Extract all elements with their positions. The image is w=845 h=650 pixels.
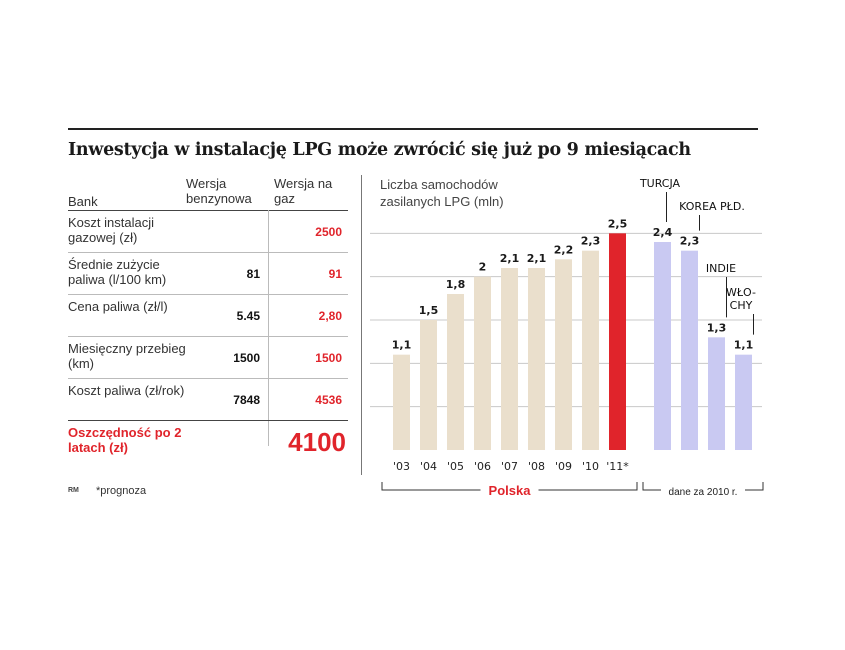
x-tick-label: '08 xyxy=(528,460,545,473)
top-rule xyxy=(68,128,758,130)
row-label: Miesięczny przebieg (km) xyxy=(68,341,186,371)
bracket-gap xyxy=(661,487,745,493)
country-label: WŁO- xyxy=(726,286,756,299)
x-tick-label: '04 xyxy=(420,460,437,473)
bar xyxy=(393,354,410,450)
source-credit: RM xyxy=(68,487,79,494)
bar xyxy=(501,268,518,450)
bar-value-label: 2 xyxy=(479,261,487,274)
table-rows: Koszt instalacji gazowej (zł) 2500 Średnie… xyxy=(68,211,348,420)
country-label: CHY xyxy=(730,299,753,312)
page-title: Inwestycja w instalację LPG może zwrócić… xyxy=(68,140,691,160)
group-label: Polska xyxy=(489,483,532,498)
value-gaz: 91 xyxy=(328,267,342,281)
row-label: Cena paliwa (zł/l) xyxy=(68,299,168,314)
value-gaz: 1500 xyxy=(315,351,342,365)
bar xyxy=(555,259,572,450)
chart-ylabel: Liczba samochodów zasilanych LPG (mln) xyxy=(380,177,504,209)
table-header: Bank Wersja benzynowa Wersja na gaz xyxy=(68,170,348,210)
bar-value-label: 1,5 xyxy=(419,304,439,317)
x-tick-label: '06 xyxy=(474,460,491,473)
value-benzyna: 7848 xyxy=(233,393,260,407)
bar xyxy=(735,354,752,450)
value-benzyna: 81 xyxy=(246,267,260,281)
row-label: Średnie zużycie paliwa (l/100 km) xyxy=(68,257,167,287)
value-gaz: 4536 xyxy=(315,393,342,407)
bar-value-label: 2,5 xyxy=(608,217,628,230)
bar xyxy=(708,337,725,450)
savings-value: 4100 xyxy=(288,427,346,457)
bar xyxy=(528,268,545,450)
value-gaz: 2500 xyxy=(315,225,342,239)
header-benzyna: Wersja benzynowa xyxy=(186,176,252,206)
x-tick-label: '05 xyxy=(447,460,464,473)
header-gaz: Wersja na gaz xyxy=(274,176,333,206)
x-tick-label: '11* xyxy=(606,460,629,473)
section-divider xyxy=(361,175,362,475)
x-tick-label: '09 xyxy=(555,460,572,473)
x-tick-label: '07 xyxy=(501,460,518,473)
comparison-table: Bank Wersja benzynowa Wersja na gaz Kosz… xyxy=(68,170,348,469)
bracket-gap xyxy=(480,487,539,493)
table-row: Koszt instalacji gazowej (zł) 2500 xyxy=(68,211,348,253)
table-row: Cena paliwa (zł/l) 5.45 2,80 xyxy=(68,295,348,337)
x-tick-label: '03 xyxy=(393,460,410,473)
savings-row: Oszczędność po 2 latach (zł) 4100 xyxy=(68,420,348,469)
country-label: KOREA PŁD. xyxy=(679,200,745,213)
table-row: Koszt paliwa (zł/rok) 7848 4536 xyxy=(68,379,348,420)
country-label: INDIE xyxy=(706,262,736,275)
value-benzyna: 5.45 xyxy=(236,309,260,323)
table-row: Średnie zużycie paliwa (l/100 km) 81 91 xyxy=(68,253,348,295)
value-gaz: 2,80 xyxy=(318,309,342,323)
bar-value-label: 2,1 xyxy=(527,252,547,265)
bar-value-label: 1,1 xyxy=(734,339,754,352)
x-tick-label: '10 xyxy=(582,460,599,473)
savings-label: Oszczędność po 2 latach (zł) xyxy=(68,425,182,455)
row-label: Koszt paliwa (zł/rok) xyxy=(68,383,185,398)
header-bank: Bank xyxy=(68,194,98,209)
country-label: TURCJA xyxy=(639,177,681,190)
bar-value-label: 1,1 xyxy=(392,339,412,352)
bar-value-label: 2,3 xyxy=(680,235,700,248)
bar-value-label: 1,8 xyxy=(446,278,466,291)
bar-value-label: 2,3 xyxy=(581,235,601,248)
bar-value-label: 2,4 xyxy=(653,226,673,239)
bar xyxy=(420,320,437,450)
row-label: Koszt instalacji gazowej (zł) xyxy=(68,215,154,245)
header-rule xyxy=(68,210,348,211)
bar xyxy=(654,242,671,450)
bar-value-label: 2,1 xyxy=(500,252,520,265)
bar xyxy=(609,233,626,450)
bar xyxy=(447,294,464,450)
footnote: *prognoza xyxy=(96,485,147,497)
table-row: Miesięczny przebieg (km) 1500 1500 xyxy=(68,337,348,379)
bar xyxy=(582,250,599,450)
bar-value-label: 2,2 xyxy=(554,243,574,256)
value-benzyna: 1500 xyxy=(233,351,260,365)
group-label: dane za 2010 r. xyxy=(669,487,738,498)
column-divider xyxy=(268,210,269,446)
bar xyxy=(474,276,491,450)
bar xyxy=(681,250,698,450)
bar-value-label: 1,3 xyxy=(707,321,727,334)
